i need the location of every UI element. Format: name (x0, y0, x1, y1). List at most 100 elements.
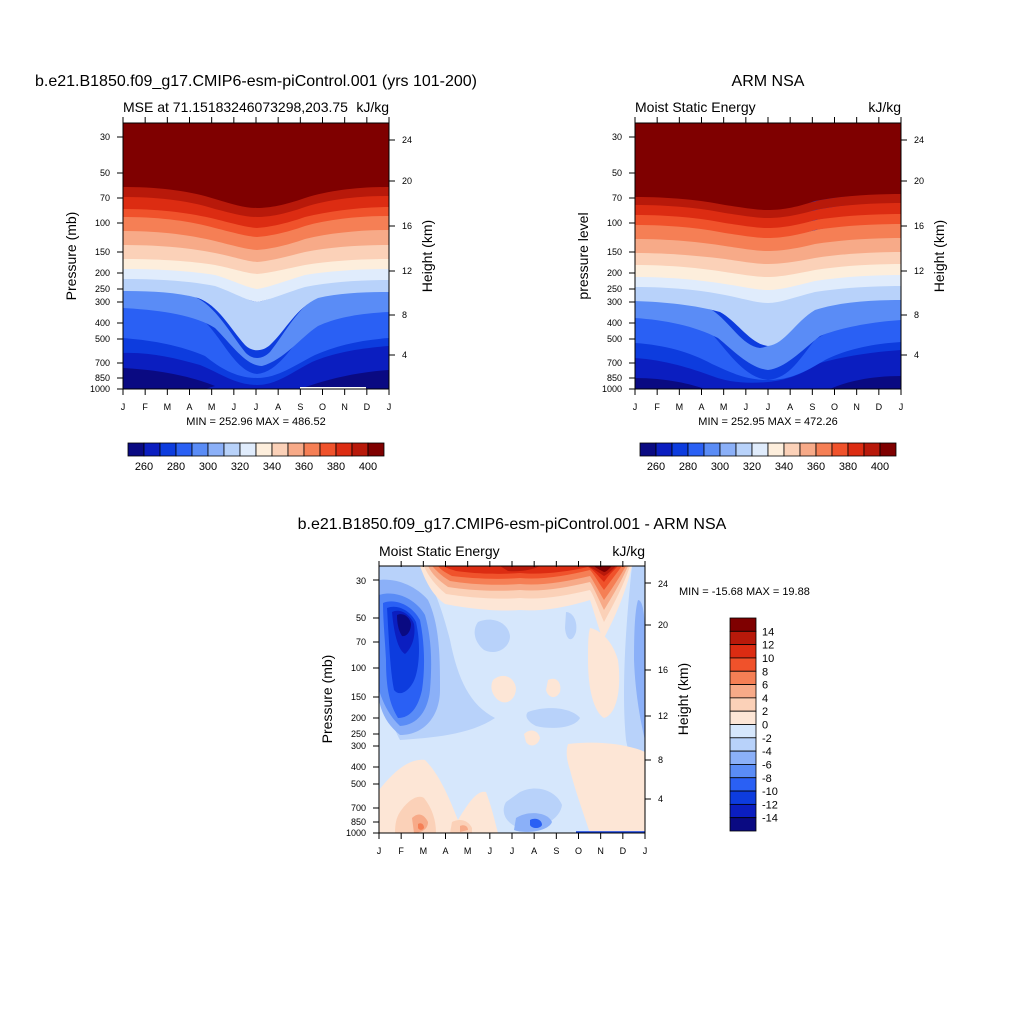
y-ticks-left: 30 50 70 100 150 200 250 300 400 500 700… (602, 132, 635, 394)
x-tick-label: D (620, 846, 627, 856)
fill-level-14 (123, 186, 389, 217)
colorbar-swatch (783, 442, 801, 457)
y-ticks-right: 24 20 16 12 8 4 (901, 135, 924, 360)
fill-pos-4-bottom (460, 825, 468, 832)
y-tick-label: 500 (95, 334, 110, 344)
colorbar-swatch (799, 442, 817, 457)
x-tick-label: J (254, 402, 259, 412)
y-tick-label: 400 (351, 762, 366, 772)
height-tick-label: 16 (402, 221, 412, 231)
colorbar-label: 14 (762, 626, 774, 638)
x-tick-label: J (899, 402, 904, 412)
min-max-label: MIN = -15.68 MAX = 19.88 (679, 586, 810, 598)
height-tick-label: 24 (658, 579, 668, 589)
fill-level-11 (123, 215, 389, 250)
fill-level-12 (635, 213, 901, 238)
colorbar-label: -2 (762, 733, 772, 745)
colorbar-swatch (671, 442, 689, 457)
x-tick-label: J (488, 846, 493, 856)
y-tick-label: 700 (95, 358, 110, 368)
colorbar-label: -14 (762, 813, 778, 825)
colorbar-label: 360 (295, 461, 313, 473)
colorbar-label: 4 (762, 693, 768, 705)
x-tick-label: A (442, 846, 448, 856)
y-tick-label: 30 (612, 132, 622, 142)
x-tick-label: J (510, 846, 515, 856)
x-tick-label: J (633, 402, 638, 412)
min-max-label: MIN = 252.95 MAX = 472.26 (698, 416, 837, 428)
colorbar-label: 400 (359, 461, 377, 473)
colorbar-swatch (729, 750, 757, 765)
x-tick-label: J (377, 846, 382, 856)
height-tick-label: 4 (658, 794, 663, 804)
y-axis-title: Pressure (mb) (63, 212, 79, 301)
x-tick-label: D (364, 402, 371, 412)
colorbar-label: -4 (762, 746, 772, 758)
fill-pos-0-patch (524, 730, 540, 746)
fill-pos-6-bottom (418, 823, 424, 830)
y-tick-label: 150 (607, 247, 622, 257)
y-tick-label: 150 (95, 247, 110, 257)
fill-level-0 (635, 376, 901, 389)
x-tick-label: O (575, 846, 582, 856)
colorbar-label: 10 (762, 653, 774, 665)
min-max-label: MIN = 252.96 MAX = 486.52 (186, 416, 325, 428)
panel-left-label: Moist Static Energy (379, 543, 500, 559)
height-tick-label: 12 (402, 266, 412, 276)
colorbar-swatch (271, 442, 289, 457)
model-contour-field (123, 123, 389, 389)
fill-level-4 (123, 290, 389, 366)
height-tick-label: 16 (658, 665, 668, 675)
y-tick-label: 70 (612, 193, 622, 203)
panel-left-label: MSE at 71.15183246073298,203.75 (123, 99, 348, 115)
x-tick-label: D (876, 402, 883, 412)
height-tick-label: 4 (914, 350, 919, 360)
y-tick-label: 30 (356, 576, 366, 586)
y-tick-label: 50 (356, 613, 366, 623)
colorbar-swatch (847, 442, 865, 457)
fill-level-0 (123, 368, 389, 389)
fill-neg-2-patch (565, 612, 577, 640)
y-tick-label: 850 (351, 817, 366, 827)
height-tick-label: 20 (914, 176, 924, 186)
colorbar-swatch (729, 617, 757, 632)
fill-level-4 (635, 298, 901, 370)
colorbar: 260 280 300 320 340 360 380 400 (127, 442, 385, 473)
y-tick-label: 100 (351, 663, 366, 673)
colorbar-swatch (729, 737, 757, 752)
colorbar-swatch (287, 442, 305, 457)
colorbar-swatch (239, 442, 257, 457)
y-axis-title: Pressure (mb) (319, 655, 335, 744)
panel-units-label: kJ/kg (356, 99, 389, 115)
colorbar: 260 280 300 320 340 360 380 400 (639, 442, 897, 473)
height-tick-label: 24 (402, 135, 412, 145)
x-tick-label: M (420, 846, 428, 856)
x-tick-label: N (597, 846, 604, 856)
colorbar-label: 260 (135, 461, 153, 473)
fill-level-9 (123, 244, 389, 274)
x-tick-label: J (744, 402, 749, 412)
colorbar-swatch (729, 764, 757, 779)
fill-pos-12 (500, 566, 616, 576)
colorbar-swatch (159, 442, 177, 457)
y-tick-label: 850 (607, 373, 622, 383)
obs-panel: ARM NSA Moist Static Energy kJ/kg 30 50 (575, 73, 947, 473)
colorbar-swatch (767, 442, 785, 457)
colorbar-swatch (367, 442, 385, 457)
colorbar-swatch (223, 442, 241, 457)
fill-level-1 (635, 350, 901, 389)
colorbar-swatch (207, 442, 225, 457)
y-tick-label: 250 (607, 284, 622, 294)
panel-title: b.e21.B1850.f09_g17.CMIP6-esm-piControl.… (35, 73, 477, 90)
colorbar-swatch (127, 442, 145, 457)
panel-units-label: kJ/kg (612, 543, 645, 559)
fill-level-13 (123, 195, 389, 228)
fill-neg-4-right (634, 600, 645, 740)
fill-level-3 (635, 318, 901, 380)
colorbar-swatch (687, 442, 705, 457)
y-tick-label: 50 (612, 168, 622, 178)
colorbar-swatch (729, 710, 757, 725)
y-tick-label: 400 (607, 318, 622, 328)
